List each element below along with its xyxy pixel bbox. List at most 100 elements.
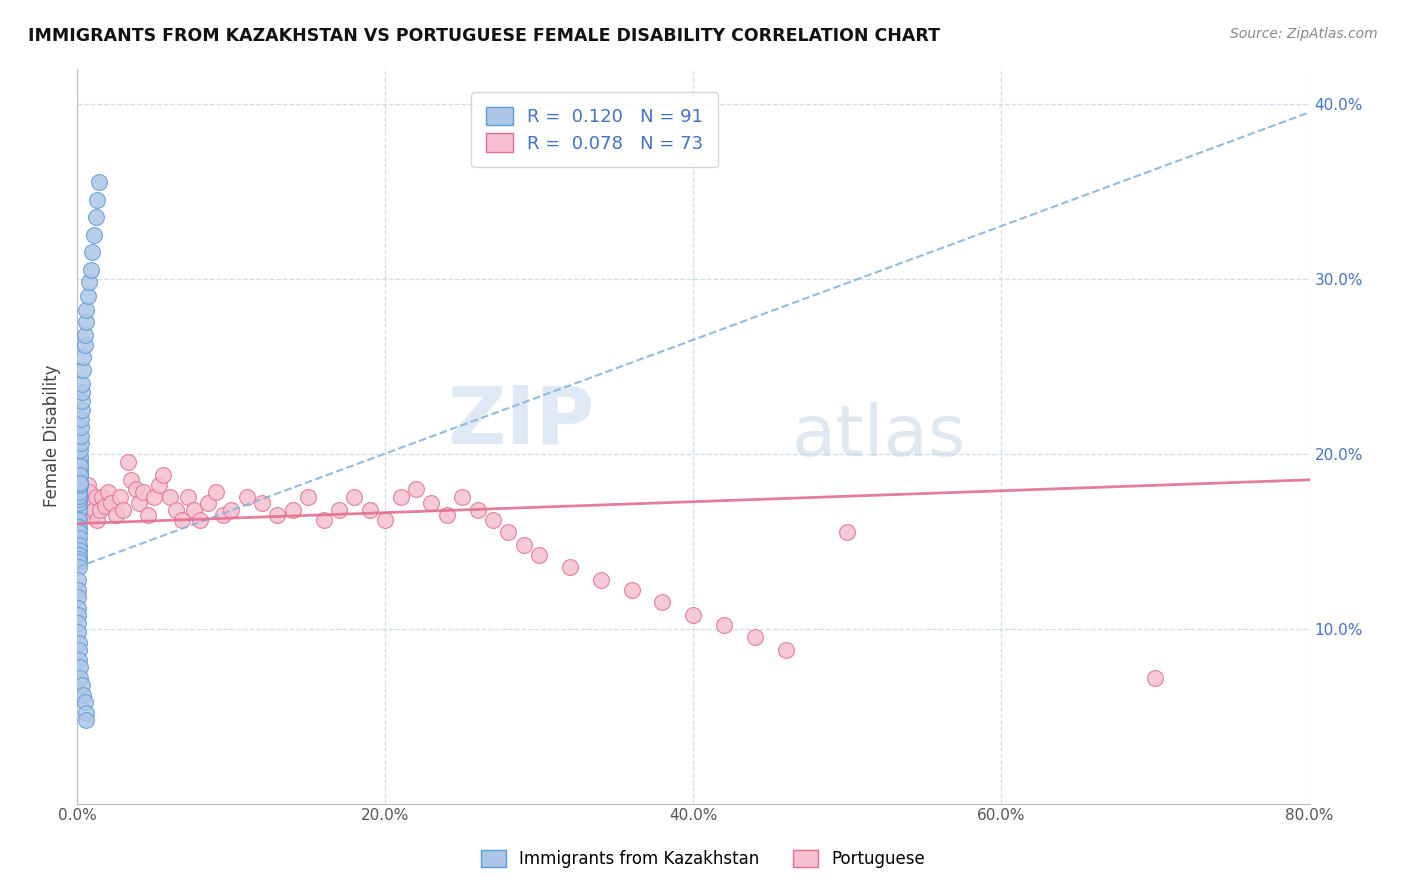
Point <box>70 385 93 400</box>
Point <box>67 616 90 631</box>
Point <box>128 495 150 509</box>
Point <box>620 583 643 598</box>
Point <box>69 436 91 450</box>
Point <box>117 455 139 469</box>
Point <box>589 573 612 587</box>
Point <box>482 513 505 527</box>
Point <box>66 520 89 534</box>
Point <box>651 595 673 609</box>
Point <box>69 467 91 482</box>
Point <box>67 491 90 505</box>
Point <box>312 513 335 527</box>
Point <box>79 275 101 289</box>
Point <box>143 491 166 505</box>
Point <box>66 538 89 552</box>
Point <box>219 502 242 516</box>
Text: ZIP: ZIP <box>447 383 595 460</box>
Point <box>67 502 90 516</box>
Point <box>66 534 89 549</box>
Point <box>73 327 96 342</box>
Point <box>67 482 90 496</box>
Point <box>66 590 89 604</box>
Point <box>67 642 90 657</box>
Point <box>69 476 91 491</box>
Point <box>67 502 90 516</box>
Point <box>744 631 766 645</box>
Point <box>451 491 474 505</box>
Point <box>159 491 181 505</box>
Point <box>70 402 93 417</box>
Point <box>97 485 120 500</box>
Point <box>70 411 93 425</box>
Point <box>136 508 159 522</box>
Point <box>69 475 91 489</box>
Point <box>75 315 97 329</box>
Point <box>148 478 170 492</box>
Point <box>436 508 458 522</box>
Point <box>67 492 90 507</box>
Point <box>328 502 350 516</box>
Point <box>66 478 89 492</box>
Point <box>67 508 90 522</box>
Point <box>79 485 101 500</box>
Point <box>67 522 90 536</box>
Point <box>405 482 427 496</box>
Point <box>837 525 859 540</box>
Point <box>112 502 135 516</box>
Point <box>110 491 132 505</box>
Point <box>67 542 90 557</box>
Point <box>69 429 91 443</box>
Point <box>204 485 226 500</box>
Point <box>75 706 97 720</box>
Point <box>250 495 273 509</box>
Point <box>75 713 97 727</box>
Point <box>69 478 91 492</box>
Point <box>66 508 89 522</box>
Point <box>82 245 104 260</box>
Point <box>66 511 89 525</box>
Point <box>72 362 94 376</box>
Point <box>70 420 93 434</box>
Point <box>75 303 97 318</box>
Point <box>69 508 91 522</box>
Point <box>87 175 110 189</box>
Point <box>152 467 174 482</box>
Point <box>69 671 91 685</box>
Point <box>67 555 90 569</box>
Point <box>67 653 90 667</box>
Point <box>1144 671 1167 685</box>
Point <box>120 473 142 487</box>
Point <box>69 464 91 478</box>
Point <box>90 491 112 505</box>
Point <box>84 491 107 505</box>
Point <box>83 227 105 242</box>
Point <box>73 695 96 709</box>
Point <box>80 508 103 522</box>
Text: Source: ZipAtlas.com: Source: ZipAtlas.com <box>1230 27 1378 41</box>
Point <box>73 502 96 516</box>
Point <box>66 583 89 598</box>
Point <box>467 502 489 516</box>
Point <box>69 453 91 467</box>
Point <box>67 525 90 540</box>
Point <box>67 520 90 534</box>
Point <box>682 607 704 622</box>
Point <box>75 491 97 505</box>
Point <box>67 473 90 487</box>
Point <box>359 502 381 516</box>
Point <box>67 513 90 527</box>
Point <box>73 338 96 352</box>
Point <box>374 513 396 527</box>
Point <box>529 548 551 562</box>
Point <box>69 443 91 458</box>
Point <box>69 460 91 475</box>
Point <box>66 520 89 534</box>
Point <box>67 538 90 552</box>
Point <box>86 513 108 527</box>
Point <box>132 485 155 500</box>
Point <box>67 499 90 513</box>
Point <box>72 688 94 702</box>
Point <box>66 573 89 587</box>
Point <box>235 491 257 505</box>
Point <box>67 635 90 649</box>
